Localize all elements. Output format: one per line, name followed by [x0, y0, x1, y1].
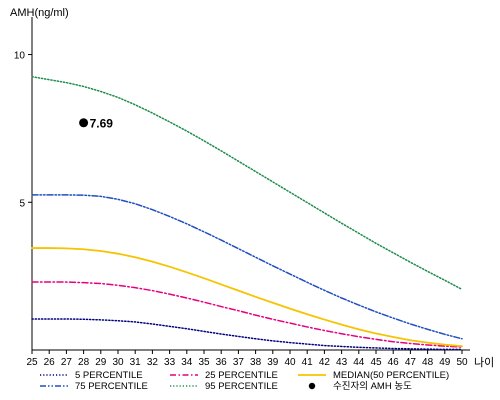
x-axis-title: 나이	[474, 356, 494, 369]
series-line-4	[31, 194, 463, 340]
x-tick-label: 42	[319, 357, 331, 368]
y-tick-label: 10	[14, 51, 26, 62]
legend-label-point: 수진자의 AMH 농도	[333, 381, 412, 392]
x-tick-label: 39	[267, 357, 279, 368]
x-tick-label: 30	[112, 357, 124, 368]
x-tick-label: 25	[26, 357, 38, 368]
x-tick-label: 33	[164, 357, 176, 368]
x-tick-label: 34	[181, 357, 193, 368]
legend-label-5: 95 PERCENTILE	[205, 381, 278, 392]
x-tick-label: 36	[216, 357, 228, 368]
x-tick-label: 48	[422, 357, 434, 368]
x-tick-label: 40	[284, 357, 296, 368]
x-tick-label: 31	[130, 357, 142, 368]
x-tick-label: 43	[336, 357, 348, 368]
x-tick-label: 26	[44, 357, 56, 368]
legend-label-2: 25 PERCENTILE	[205, 370, 278, 381]
y-axis-title: AMH(ng/ml)	[10, 7, 69, 19]
legend-label-3: MEDIAN(50 PERCENTILE)	[333, 370, 449, 381]
x-tick-label: 46	[388, 357, 400, 368]
x-tick-label: 45	[370, 357, 382, 368]
legend: 5 PERCENTILE 25 PERCENTILE MEDIAN(50 PERCE…	[40, 370, 449, 392]
axes: 5 10 25 26 27 28 29 30 31 32 33 34 35 36 37 38 39 40 41 42 4…	[14, 17, 470, 368]
series-line-3	[31, 247, 463, 348]
x-tick-label: 35	[198, 357, 210, 368]
legend-point-marker	[308, 382, 316, 390]
series-layer	[31, 75, 463, 351]
patient-amh-point	[79, 118, 89, 128]
x-tick-label: 32	[147, 357, 159, 368]
x-tick-label: 37	[233, 357, 245, 368]
x-tick-label: 50	[456, 357, 468, 368]
x-tick-label: 27	[61, 357, 73, 368]
x-tick-label: 28	[78, 357, 90, 368]
legend-label-4: 75 PERCENTILE	[75, 381, 148, 392]
y-tick-label: 5	[19, 198, 25, 209]
x-tick-label: 47	[405, 357, 417, 368]
points-layer: 7.69	[79, 116, 113, 130]
x-tick-label: 41	[302, 357, 314, 368]
x-tick-label: 29	[95, 357, 107, 368]
patient-amh-value-label: 7.69	[90, 116, 114, 130]
x-tick-label: 44	[353, 357, 365, 368]
x-tick-label: 38	[250, 357, 262, 368]
series-line-1	[31, 318, 463, 351]
x-tick-label: 49	[439, 357, 451, 368]
series-line-5	[31, 75, 463, 291]
legend-label-1: 5 PERCENTILE	[75, 370, 143, 381]
series-line-2	[31, 281, 463, 348]
